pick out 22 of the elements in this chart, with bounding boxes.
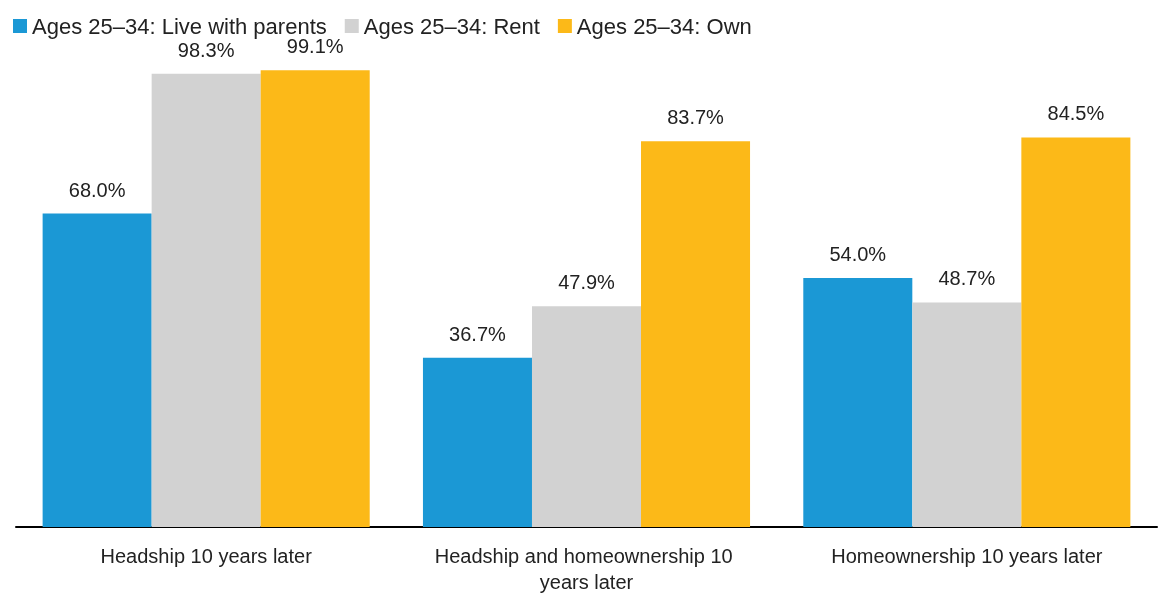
data-label: 54.0% xyxy=(829,243,887,266)
bar xyxy=(641,141,751,527)
data-label: 83.7% xyxy=(667,106,725,129)
x-tick-label: Homeownership 10 years later xyxy=(831,545,1103,567)
x-tick-label: Headship and homeownership 10 years later xyxy=(434,545,739,593)
data-label: 84.5% xyxy=(1047,102,1105,125)
bar xyxy=(151,73,261,527)
bar xyxy=(42,213,152,527)
legend-label: Ages 25–34: Own xyxy=(576,13,752,39)
bar xyxy=(1021,137,1131,527)
x-tick-label: Headship 10 years later xyxy=(100,545,313,567)
data-label: 98.3% xyxy=(177,38,235,61)
bar xyxy=(803,278,913,527)
bar xyxy=(422,357,532,527)
bar xyxy=(260,70,370,527)
legend-label: Ages 25–34: Rent xyxy=(363,13,540,39)
data-label: 36.7% xyxy=(449,322,507,345)
data-label: 48.7% xyxy=(938,267,996,290)
data-label: 47.9% xyxy=(558,271,616,294)
data-label: 68.0% xyxy=(68,178,126,201)
bar xyxy=(912,302,1022,527)
bar xyxy=(531,306,642,527)
